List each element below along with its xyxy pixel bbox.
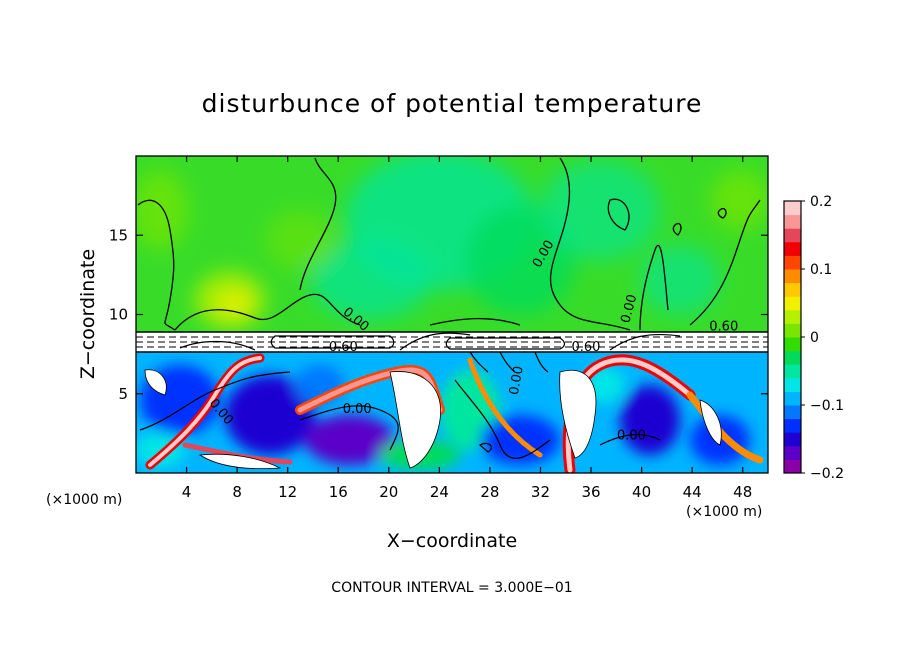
colorbar-label: 0.1 bbox=[810, 262, 832, 278]
colorbar-swatch bbox=[784, 445, 801, 460]
colorbar-swatch bbox=[784, 228, 801, 243]
x-tick-label: 32 bbox=[531, 483, 550, 501]
colorbar-label: −0.1 bbox=[810, 398, 844, 414]
contour-label: 0.60 bbox=[329, 340, 358, 355]
colorbar-swatch bbox=[784, 350, 801, 365]
x-tick-label: 44 bbox=[683, 483, 702, 501]
upper-contours bbox=[137, 157, 761, 331]
colorbar-swatch bbox=[784, 241, 801, 256]
x-unit-right: (×1000 m) bbox=[686, 504, 762, 520]
field-blob bbox=[310, 240, 430, 320]
colorbar-label: 0 bbox=[810, 330, 819, 346]
x-tick-label: 16 bbox=[329, 483, 348, 501]
y-axis-ticks: 5 10 15 bbox=[109, 226, 768, 403]
contour-label: 0.00 bbox=[507, 365, 527, 396]
colorbar-swatch bbox=[784, 337, 801, 352]
colorbar-swatch bbox=[784, 459, 801, 474]
field-blob bbox=[136, 170, 188, 250]
colorbar-label: 0.2 bbox=[810, 194, 832, 210]
colorbar-swatch bbox=[784, 255, 801, 270]
upper-field bbox=[136, 156, 768, 328]
contour-label: 0.00 bbox=[617, 429, 646, 444]
colorbar-swatch bbox=[784, 201, 801, 216]
colorbar: 0.2 0.1 0 −0.1 −0.2 bbox=[783, 194, 844, 482]
field-blob bbox=[620, 385, 680, 455]
field-blob bbox=[640, 245, 720, 315]
contour-interval-note: CONTOUR INTERVAL = 3.000E−01 bbox=[331, 580, 572, 596]
lower-contours bbox=[139, 371, 661, 459]
chart-title: disturbunce of potential temperature bbox=[202, 89, 703, 118]
colorbar-label: −0.2 bbox=[810, 466, 844, 482]
y-tick-label: 10 bbox=[109, 306, 128, 324]
field-blob bbox=[710, 170, 768, 230]
colorbar-swatch bbox=[784, 405, 801, 420]
contour-label: 0.00 bbox=[618, 293, 640, 325]
field-blob bbox=[305, 415, 395, 465]
colorbar-swatch bbox=[784, 364, 801, 379]
x-tick-label: 8 bbox=[232, 483, 242, 501]
x-tick-label: 12 bbox=[278, 483, 297, 501]
x-axis-label: X−coordinate bbox=[387, 530, 517, 552]
y-tick-label: 15 bbox=[109, 226, 128, 244]
white-patches bbox=[144, 369, 722, 470]
colorbar-swatch bbox=[784, 269, 801, 284]
y-axis-label: Z−coordinate bbox=[77, 249, 99, 379]
colorbar-swatch bbox=[784, 323, 801, 338]
x-tick-label: 40 bbox=[632, 483, 651, 501]
contour-label: 0.60 bbox=[572, 340, 601, 355]
x-tick-label: 24 bbox=[430, 483, 449, 501]
x-tick-label: 20 bbox=[379, 483, 398, 501]
plot-area: 0.000.000.000.60 0.600.00 0.000.000.000.60 bbox=[136, 156, 768, 473]
colorbar-swatch bbox=[784, 296, 801, 311]
field-blob bbox=[220, 293, 250, 317]
colorbar-swatch bbox=[784, 214, 801, 229]
contour-label: 0.00 bbox=[343, 402, 372, 417]
inversion-band bbox=[136, 331, 768, 373]
field-blob bbox=[225, 375, 315, 455]
x-tick-label: 36 bbox=[581, 483, 600, 501]
contour-label: 0.60 bbox=[709, 319, 738, 334]
colorbar-swatch bbox=[784, 418, 801, 433]
colorbar-swatch bbox=[784, 377, 801, 392]
colorbar-swatch bbox=[784, 282, 801, 297]
x-tick-label: 28 bbox=[480, 483, 499, 501]
field-blob bbox=[540, 160, 660, 260]
x-axis-ticks: 4 8 12 16 20 24 28 32 36 40 44 48 bbox=[182, 156, 752, 501]
x-tick-label: 48 bbox=[733, 483, 752, 501]
colorbar-swatch bbox=[784, 432, 801, 447]
colorbar-swatch bbox=[784, 391, 801, 406]
x-tick-label: 4 bbox=[182, 483, 192, 501]
lower-field bbox=[136, 352, 768, 473]
y-tick-label: 5 bbox=[118, 385, 128, 403]
field-blob bbox=[265, 210, 335, 270]
colorbar-swatch bbox=[784, 309, 801, 324]
x-unit-left: (×1000 m) bbox=[46, 492, 122, 508]
